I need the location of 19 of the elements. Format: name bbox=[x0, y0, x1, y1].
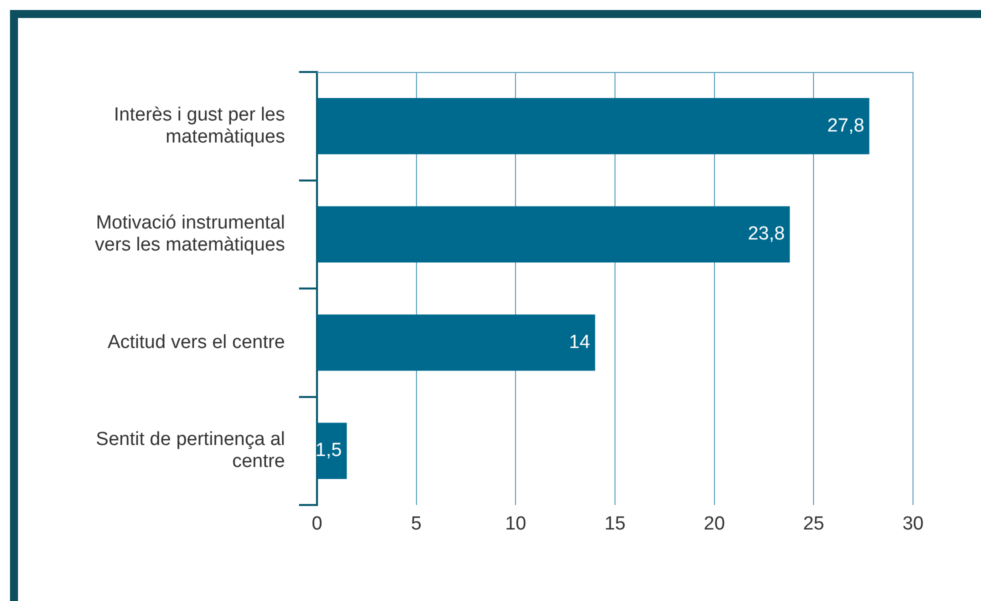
bar bbox=[318, 314, 596, 371]
x-tick-label: 10 bbox=[505, 514, 526, 535]
x-tick-label: 5 bbox=[411, 514, 422, 535]
x-tick-label: 25 bbox=[803, 514, 824, 535]
data-label: 27,8 bbox=[827, 115, 864, 136]
y-tick-label: Motivació instrumental vers les matemàtiques bbox=[94, 212, 285, 256]
data-label: 23,8 bbox=[748, 224, 785, 245]
x-tick-label: 0 bbox=[312, 514, 322, 535]
data-label: 1,5 bbox=[315, 440, 342, 462]
bar bbox=[318, 422, 347, 480]
y-tick-label: Interès i gust per les matemàtiques bbox=[114, 104, 285, 148]
data-label: 14 bbox=[568, 332, 591, 353]
bar bbox=[318, 206, 790, 263]
x-tick-label: 30 bbox=[902, 514, 924, 535]
y-tick-label: Actitud vers el centre bbox=[108, 332, 285, 353]
x-tick-label: 15 bbox=[604, 514, 626, 535]
x-tick-label: 20 bbox=[704, 514, 725, 535]
bar bbox=[318, 98, 870, 154]
y-tick-label: Sentit de pertinença al centre bbox=[96, 429, 285, 472]
